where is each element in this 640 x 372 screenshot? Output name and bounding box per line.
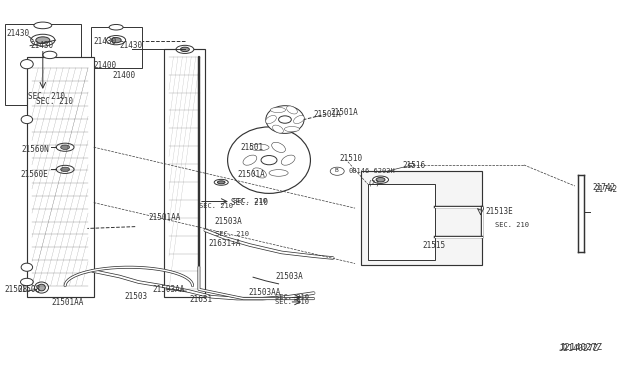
Circle shape	[330, 167, 344, 175]
Text: SEC. 210: SEC. 210	[233, 198, 267, 204]
Text: 21516: 21516	[403, 161, 426, 170]
Ellipse shape	[38, 284, 45, 291]
Ellipse shape	[287, 106, 298, 114]
Text: 21503AA: 21503AA	[152, 285, 185, 294]
Ellipse shape	[20, 278, 33, 286]
Text: SEC. 210: SEC. 210	[36, 97, 74, 106]
Ellipse shape	[43, 51, 57, 59]
Text: SEC. 210: SEC. 210	[28, 92, 65, 101]
Ellipse shape	[266, 106, 304, 134]
Text: 21742: 21742	[594, 185, 617, 194]
Text: (2): (2)	[368, 180, 381, 186]
Ellipse shape	[109, 25, 123, 30]
Text: 21400: 21400	[113, 71, 136, 80]
Text: 21742: 21742	[593, 183, 616, 192]
Text: SEC. 210: SEC. 210	[231, 198, 268, 207]
Text: 21510: 21510	[339, 154, 362, 163]
Text: SEC. 310: SEC. 310	[275, 299, 309, 305]
Ellipse shape	[273, 125, 284, 133]
Text: SEC. 210: SEC. 210	[495, 222, 529, 228]
Text: 21501AA: 21501AA	[51, 298, 83, 307]
Ellipse shape	[21, 263, 33, 271]
Ellipse shape	[281, 155, 295, 165]
Text: 21631: 21631	[189, 295, 212, 304]
Ellipse shape	[250, 144, 269, 151]
Ellipse shape	[56, 143, 74, 151]
Ellipse shape	[111, 38, 121, 43]
Text: 21508: 21508	[17, 285, 40, 294]
Text: SEC. 310: SEC. 310	[275, 294, 309, 300]
Bar	[362, 171, 483, 265]
Text: 21503AA: 21503AA	[248, 288, 281, 297]
Ellipse shape	[31, 34, 55, 46]
Text: 21501: 21501	[241, 143, 264, 152]
Text: 21430: 21430	[94, 37, 117, 46]
Text: 21501A: 21501A	[330, 108, 358, 117]
Ellipse shape	[284, 126, 300, 132]
Ellipse shape	[266, 115, 276, 124]
Ellipse shape	[106, 36, 125, 45]
Ellipse shape	[21, 115, 33, 124]
Text: 21430: 21430	[30, 41, 53, 50]
Ellipse shape	[176, 45, 194, 54]
Text: 21501A: 21501A	[314, 109, 341, 119]
Text: 21560N: 21560N	[22, 145, 49, 154]
Ellipse shape	[214, 179, 228, 185]
Bar	[91, 27, 141, 68]
Text: SEC. 210: SEC. 210	[215, 231, 249, 237]
Ellipse shape	[61, 167, 70, 171]
Bar	[27, 57, 94, 297]
Ellipse shape	[20, 60, 33, 69]
Text: 21503A: 21503A	[215, 217, 243, 225]
Text: 08146-6202H: 08146-6202H	[349, 168, 396, 174]
Text: 21515: 21515	[422, 241, 445, 250]
Text: SEC. 210: SEC. 210	[199, 203, 233, 209]
Text: 21631+A: 21631+A	[209, 239, 241, 248]
Bar	[4, 23, 81, 105]
Text: 21560E: 21560E	[20, 170, 48, 179]
Ellipse shape	[278, 116, 291, 123]
Text: 21503A: 21503A	[275, 272, 303, 281]
Text: J214027Z: J214027Z	[559, 344, 599, 353]
Ellipse shape	[269, 170, 288, 176]
Ellipse shape	[218, 181, 225, 184]
Ellipse shape	[35, 282, 49, 293]
Ellipse shape	[61, 145, 70, 150]
Text: 21501AA: 21501AA	[148, 213, 180, 222]
Ellipse shape	[180, 47, 189, 52]
Text: 21430: 21430	[6, 29, 29, 38]
Ellipse shape	[36, 37, 50, 44]
Bar	[164, 49, 205, 297]
Ellipse shape	[253, 168, 266, 178]
Text: 21400: 21400	[94, 61, 117, 70]
Text: B: B	[335, 169, 339, 173]
Bar	[368, 184, 435, 260]
Text: 21513E: 21513E	[486, 207, 513, 217]
Text: 21430: 21430	[119, 41, 142, 50]
Ellipse shape	[34, 22, 52, 29]
Ellipse shape	[477, 206, 483, 210]
Ellipse shape	[56, 165, 74, 173]
Ellipse shape	[228, 127, 310, 193]
Ellipse shape	[376, 177, 385, 182]
Ellipse shape	[408, 163, 414, 167]
Ellipse shape	[243, 155, 257, 165]
Ellipse shape	[270, 108, 285, 113]
Ellipse shape	[372, 176, 388, 183]
Ellipse shape	[261, 155, 277, 165]
Text: 21503: 21503	[124, 292, 147, 301]
Ellipse shape	[272, 142, 285, 153]
Text: 21501A: 21501A	[237, 170, 265, 179]
Ellipse shape	[294, 115, 305, 124]
Text: J214027Z: J214027Z	[559, 343, 602, 352]
Text: 21508: 21508	[4, 285, 28, 294]
